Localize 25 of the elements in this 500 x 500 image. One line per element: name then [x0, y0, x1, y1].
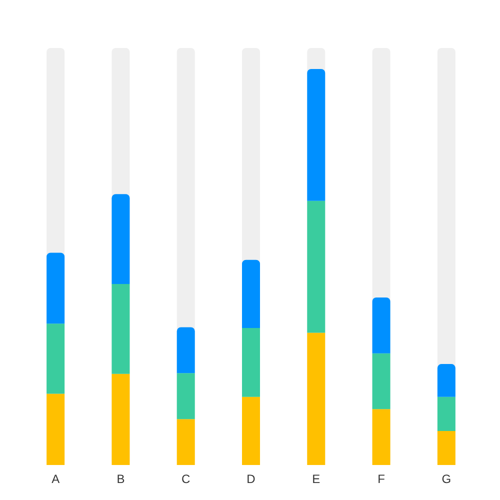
bar [242, 396, 260, 465]
bar [112, 284, 130, 374]
bar [372, 409, 390, 465]
bar [46, 394, 65, 465]
x-tick-label: D [246, 472, 256, 486]
bar [372, 353, 390, 410]
bar [242, 328, 260, 397]
x-tick-label: G [442, 472, 452, 486]
x-tick-label: B [116, 472, 125, 486]
bar [176, 419, 195, 465]
bar [437, 430, 456, 465]
bar [46, 324, 65, 394]
x-tick-label: C [182, 472, 191, 486]
x-tick-label: A [52, 472, 60, 486]
bar [307, 332, 326, 465]
bar [176, 373, 195, 420]
x-tick-label: F [378, 472, 385, 486]
bar [372, 297, 390, 354]
bar [176, 327, 195, 374]
bar [112, 374, 130, 465]
bar [437, 396, 456, 431]
bar [242, 260, 260, 328]
bar [307, 200, 326, 333]
bar [437, 364, 456, 397]
x-tick-label: E [312, 472, 320, 486]
